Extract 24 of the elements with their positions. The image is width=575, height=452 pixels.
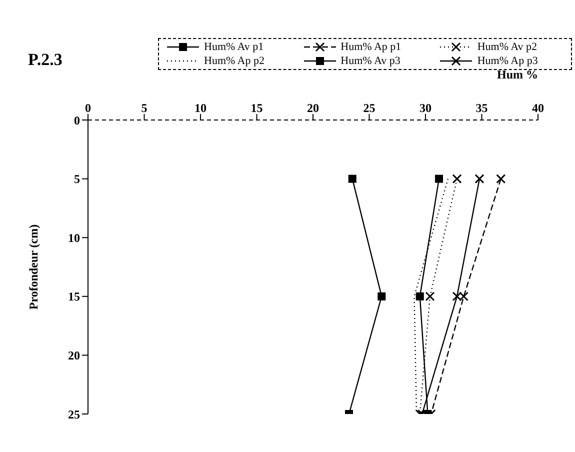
chart-title: P.2.3 bbox=[28, 50, 62, 70]
y-tick-label: 15 bbox=[68, 290, 80, 304]
x-tick-label: 0 bbox=[85, 101, 91, 115]
y-tick-label: 20 bbox=[68, 348, 80, 362]
x-tick-label: 5 bbox=[141, 101, 148, 115]
y-tick-label: 10 bbox=[68, 230, 80, 245]
legend-label: Hum% Ap p3 bbox=[477, 55, 538, 67]
x-tick-label: 20 bbox=[307, 101, 319, 115]
x-axis-title: Hum % bbox=[496, 68, 538, 82]
x-tick-label: 30 bbox=[420, 101, 432, 115]
legend-label: Hum% Ap p2 bbox=[204, 55, 264, 67]
legend-label: Hum% Ap p1 bbox=[340, 41, 402, 53]
x-tick-label: 10 bbox=[194, 101, 206, 115]
x-tick-label: 15 bbox=[250, 101, 263, 115]
legend-label: Hum% Av p3 bbox=[340, 55, 400, 67]
y-axis-title: Profondeur (cm) bbox=[26, 224, 40, 310]
legend-label: Hum% Av p2 bbox=[477, 41, 538, 53]
legend-label: Hum% Av p1 bbox=[204, 41, 264, 53]
x-tick-label: 40 bbox=[532, 101, 544, 115]
y-tick-label: 25 bbox=[68, 407, 80, 422]
x-tick-label: 35 bbox=[476, 101, 488, 115]
y-tick-label: 0 bbox=[74, 113, 80, 128]
y-tick-label: 5 bbox=[74, 172, 80, 186]
x-tick-label: 25 bbox=[363, 101, 376, 115]
